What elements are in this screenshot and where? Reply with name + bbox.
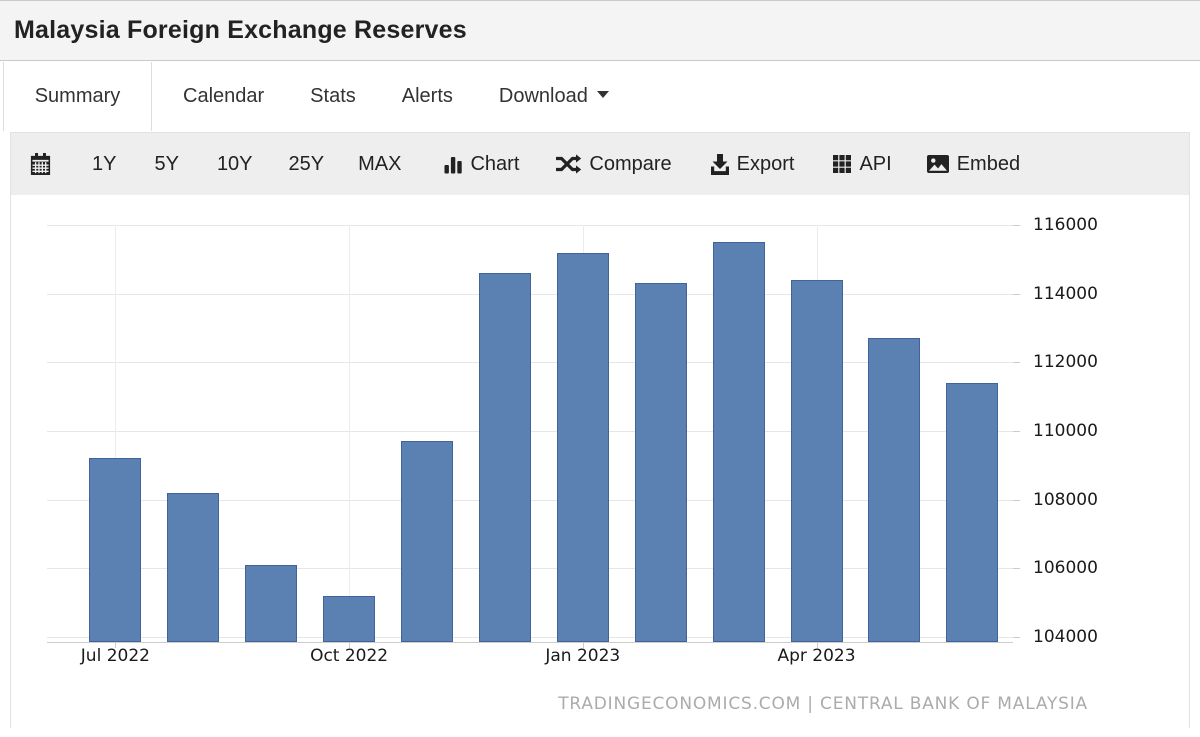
- tab-alerts[interactable]: Alerts: [401, 85, 453, 107]
- y-axis-tick: [1013, 431, 1020, 432]
- bar-chart-icon: [443, 154, 463, 174]
- bar-jun-2023[interactable]: [946, 382, 999, 642]
- tab-stats[interactable]: Stats: [310, 85, 356, 107]
- page-title: Malaysia Foreign Exchange Reserves: [14, 16, 467, 44]
- tab-download[interactable]: Download: [476, 62, 632, 131]
- x-axis-label: Apr 2023: [777, 646, 856, 666]
- y-axis-label: 108000: [1033, 489, 1098, 510]
- x-axis-label: Jan 2023: [545, 646, 621, 666]
- tab-calendar[interactable]: Calendar: [183, 85, 265, 107]
- bar-sep-2022[interactable]: [245, 564, 298, 642]
- chart-panel: 1Y 5Y 10Y 25Y MAX Chart: [10, 132, 1190, 728]
- range-10y-button[interactable]: 10Y: [216, 152, 253, 175]
- range-1y-button[interactable]: 1Y: [92, 152, 117, 175]
- y-gridline: [47, 225, 1013, 227]
- range-5y-button[interactable]: 5Y: [154, 152, 179, 175]
- compare-button-label: Compare: [589, 152, 672, 175]
- tab-bar: Summary Calendar Stats Alerts Download: [0, 62, 1200, 131]
- x-axis-label: Oct 2022: [310, 646, 389, 666]
- download-icon: [710, 153, 730, 175]
- chart-type-button[interactable]: Chart: [443, 153, 519, 176]
- bar-chart: TRADINGECONOMICS.COM | CENTRAL BANK OF M…: [11, 195, 1189, 728]
- bar-nov-2022[interactable]: [401, 441, 453, 642]
- chart-button-label: Chart: [470, 152, 520, 175]
- bar-apr-2023[interactable]: [790, 280, 843, 642]
- y-axis-tick: [1013, 568, 1020, 570]
- bar-jan-2023[interactable]: [556, 252, 609, 642]
- y-axis-label: 114000: [1033, 283, 1098, 304]
- export-button-label: Export: [736, 152, 795, 175]
- calendar-icon: [29, 152, 52, 176]
- chart-attribution: TRADINGECONOMICS.COM | CENTRAL BANK OF M…: [558, 694, 1088, 714]
- api-button[interactable]: API: [832, 152, 892, 176]
- y-axis-label: 116000: [1033, 215, 1098, 236]
- range-25y-button[interactable]: 25Y: [288, 152, 325, 175]
- shuffle-icon: [555, 153, 582, 175]
- compare-button[interactable]: Compare: [555, 152, 672, 176]
- bar-oct-2022[interactable]: [323, 595, 376, 642]
- caret-down-icon: [596, 91, 609, 99]
- tab-download-label: Download: [498, 85, 588, 107]
- x-gridline: [115, 225, 117, 642]
- y-axis-label: 106000: [1033, 558, 1098, 579]
- tab-summary[interactable]: Summary: [3, 62, 152, 131]
- image-icon: [926, 154, 950, 174]
- y-axis-tick: [1013, 499, 1020, 501]
- range-max-button[interactable]: MAX: [358, 152, 402, 175]
- y-axis-tick: [1013, 362, 1020, 364]
- x-axis-tick: [115, 642, 117, 648]
- embed-button-label: Embed: [956, 152, 1021, 175]
- bar-dec-2022[interactable]: [478, 273, 531, 642]
- grid-icon: [832, 154, 852, 174]
- bar-feb-2023[interactable]: [634, 283, 687, 642]
- x-gridline: [349, 225, 351, 642]
- bar-aug-2022[interactable]: [167, 492, 220, 642]
- y-axis-label: 110000: [1033, 421, 1098, 441]
- y-axis-tick: [1013, 636, 1020, 638]
- date-picker-button[interactable]: [29, 152, 52, 176]
- y-axis-tick: [1013, 225, 1020, 227]
- x-axis-line: [47, 642, 1013, 643]
- chart-toolbar: 1Y 5Y 10Y 25Y MAX Chart: [11, 133, 1189, 195]
- y-axis-label: 112000: [1033, 352, 1098, 373]
- page-header: Malaysia Foreign Exchange Reserves: [0, 0, 1200, 61]
- bar-mar-2023[interactable]: [712, 242, 765, 642]
- api-button-label: API: [859, 152, 892, 175]
- x-axis-tick: [816, 642, 818, 648]
- x-axis-tick: [582, 642, 584, 648]
- y-axis-tick: [1013, 293, 1020, 295]
- bar-may-2023[interactable]: [868, 338, 921, 642]
- y-axis-label: 104000: [1033, 626, 1098, 647]
- x-axis-tick: [349, 642, 351, 648]
- bar-jul-2022[interactable]: [89, 458, 142, 642]
- export-button[interactable]: Export: [710, 152, 795, 176]
- embed-button[interactable]: Embed: [926, 153, 1020, 176]
- x-axis-label: Jul 2022: [80, 646, 150, 666]
